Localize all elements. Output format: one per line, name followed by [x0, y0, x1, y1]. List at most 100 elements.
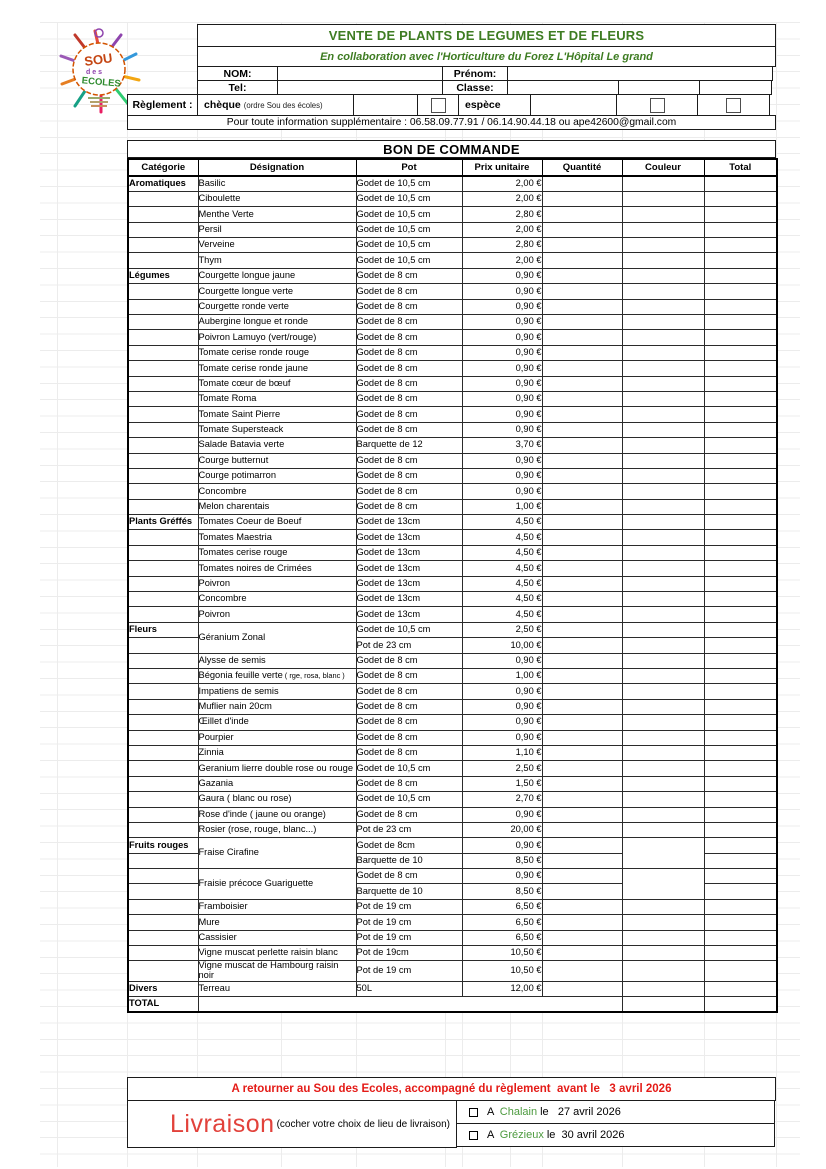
cell-couleur-input[interactable]: [621, 175, 705, 192]
cell-couleur-input[interactable]: [621, 390, 705, 408]
cell-quantity-input[interactable]: [541, 960, 623, 982]
cell-total[interactable]: [703, 606, 778, 623]
cell-couleur-input[interactable]: [621, 837, 705, 870]
cell-couleur-input[interactable]: [621, 868, 705, 900]
cell-quantity-input[interactable]: [541, 652, 623, 670]
cell-quantity-input[interactable]: [541, 898, 623, 916]
cell-quantity-input[interactable]: [541, 237, 623, 254]
cell-total[interactable]: [703, 498, 778, 516]
cell-quantity-input[interactable]: [541, 283, 623, 300]
cell-quantity-input[interactable]: [541, 544, 623, 562]
cell-quantity-input[interactable]: [541, 606, 623, 623]
cell-total[interactable]: [703, 329, 778, 346]
cell-quantity-input[interactable]: [541, 252, 623, 269]
cell-total[interactable]: [703, 452, 778, 469]
cell-couleur-input[interactable]: [621, 791, 705, 808]
cell-couleur-input[interactable]: [621, 437, 705, 454]
chalain-checkbox[interactable]: [469, 1107, 478, 1117]
cell-total[interactable]: [703, 806, 778, 823]
cell-couleur-input[interactable]: [621, 206, 705, 223]
cell-total[interactable]: [703, 621, 778, 639]
cell-couleur-input[interactable]: [621, 591, 705, 608]
cell-couleur-input[interactable]: [621, 744, 705, 762]
cell-quantity-input[interactable]: [541, 498, 623, 516]
cell-couleur-input[interactable]: [621, 406, 705, 423]
cell-total[interactable]: [703, 237, 778, 254]
cell-quantity-input[interactable]: [541, 560, 623, 577]
cell-total[interactable]: [703, 760, 778, 777]
cell-quantity-input[interactable]: [541, 221, 623, 239]
cell-couleur-input[interactable]: [621, 980, 705, 998]
cell-quantity-input[interactable]: [541, 452, 623, 469]
cell-couleur-input[interactable]: [621, 637, 705, 654]
cell-quantity-input[interactable]: [541, 514, 623, 531]
cell-couleur-input[interactable]: [621, 375, 705, 392]
cell-total[interactable]: [703, 252, 778, 269]
cell-quantity-input[interactable]: [541, 837, 623, 854]
cell-quantity-input[interactable]: [541, 344, 623, 362]
cell-total[interactable]: [703, 390, 778, 408]
cell-total[interactable]: [703, 714, 778, 731]
cell-total[interactable]: [703, 421, 778, 439]
cell-total[interactable]: [703, 791, 778, 808]
cell-total[interactable]: [703, 960, 778, 982]
cell-total[interactable]: [703, 314, 778, 331]
cell-quantity-input[interactable]: [541, 637, 623, 654]
cell-couleur-input[interactable]: [621, 467, 705, 485]
cell-total[interactable]: [703, 980, 778, 998]
cell-couleur-input[interactable]: [621, 221, 705, 239]
cell-total[interactable]: [703, 744, 778, 762]
cell-total[interactable]: [703, 575, 778, 593]
cell-couleur-input[interactable]: [621, 452, 705, 469]
cell-quantity-input[interactable]: [541, 467, 623, 485]
cell-total[interactable]: [703, 637, 778, 654]
cell-quantity-input[interactable]: [541, 852, 623, 870]
cell-total[interactable]: [703, 406, 778, 423]
cell-couleur-input[interactable]: [621, 760, 705, 777]
cell-couleur-input[interactable]: [621, 960, 705, 982]
cell-quantity-input[interactable]: [541, 914, 623, 931]
cell-quantity-input[interactable]: [541, 667, 623, 685]
grand-total-input[interactable]: [703, 996, 778, 1013]
cell-couleur-input[interactable]: [621, 560, 705, 577]
cell-quantity-input[interactable]: [541, 575, 623, 593]
cell-couleur-input[interactable]: [621, 775, 705, 793]
cell-total[interactable]: [703, 206, 778, 223]
cell-total[interactable]: [703, 283, 778, 300]
cell-couleur-input[interactable]: [621, 498, 705, 516]
cell-quantity-input[interactable]: [541, 529, 623, 546]
cell-quantity-input[interactable]: [541, 406, 623, 423]
cell-total[interactable]: [703, 544, 778, 562]
cell-total[interactable]: [703, 437, 778, 454]
cell-quantity-input[interactable]: [541, 791, 623, 808]
cell-quantity-input[interactable]: [541, 821, 623, 839]
cell-quantity-input[interactable]: [541, 591, 623, 608]
cell-quantity-input[interactable]: [541, 206, 623, 223]
cell-total[interactable]: [703, 529, 778, 546]
cell-total[interactable]: [703, 729, 778, 746]
cell-quantity-input[interactable]: [541, 267, 623, 285]
cell-quantity-input[interactable]: [541, 714, 623, 731]
cell-total[interactable]: [703, 883, 778, 900]
cell-quantity-input[interactable]: [541, 190, 623, 208]
cell-couleur-input[interactable]: [621, 929, 705, 947]
cell-total[interactable]: [703, 698, 778, 716]
cell-total[interactable]: [703, 775, 778, 793]
cell-quantity-input[interactable]: [541, 775, 623, 793]
cell-couleur-input[interactable]: [621, 821, 705, 839]
cell-couleur-input[interactable]: [621, 575, 705, 593]
cell-quantity-input[interactable]: [541, 806, 623, 823]
cell-couleur-input[interactable]: [621, 237, 705, 254]
cell-couleur-input[interactable]: [621, 514, 705, 531]
cell-quantity-input[interactable]: [541, 390, 623, 408]
cell-total[interactable]: [703, 898, 778, 916]
cell-total[interactable]: [703, 914, 778, 931]
espece-checkbox-1[interactable]: [649, 97, 665, 113]
cell-couleur-input[interactable]: [621, 683, 705, 700]
cell-total[interactable]: [703, 929, 778, 947]
cell-couleur-input[interactable]: [621, 945, 705, 962]
cell-couleur-input[interactable]: [621, 360, 705, 377]
cell-total[interactable]: [703, 591, 778, 608]
cell-total[interactable]: [703, 667, 778, 685]
cell-couleur-input[interactable]: [621, 714, 705, 731]
